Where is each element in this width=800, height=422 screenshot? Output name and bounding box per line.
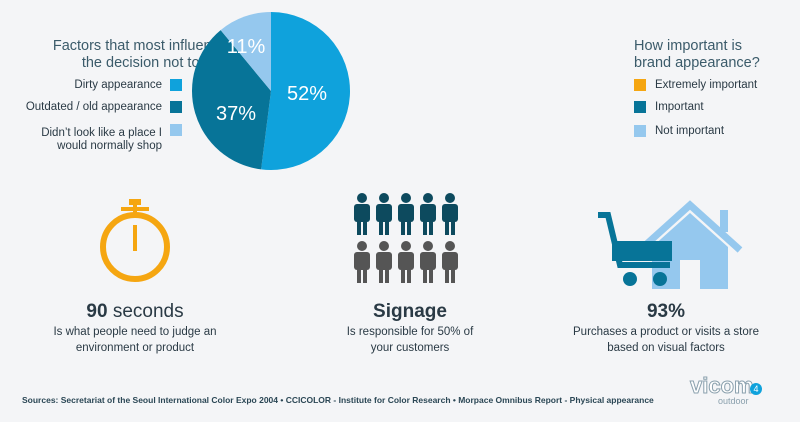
legend-outdated: Outdated / old appearance xyxy=(25,101,162,113)
pie2-title-line2: brand appearance? xyxy=(634,55,760,71)
vicom-logo: vicom 4 outdoor xyxy=(690,373,762,409)
stat-seconds-desc: Is what people need to judge an environme… xyxy=(5,324,265,356)
stat-seconds-line1: Is what people need to judge an xyxy=(53,326,217,338)
pie-slice-label: 37% xyxy=(216,103,256,125)
stat-seconds-unit: seconds xyxy=(107,301,184,322)
stopwatch-icon xyxy=(100,199,170,282)
person-icon xyxy=(420,241,436,283)
legend-not-important: Not important xyxy=(655,125,725,137)
cart-house-icon xyxy=(598,200,743,289)
stat-visual-line2: based on visual factors xyxy=(607,342,725,354)
logo-brand: vicom xyxy=(690,373,755,398)
pie2-title-line1: How important is xyxy=(634,38,742,54)
pie-slice-label: 11% xyxy=(227,36,266,58)
stat-seconds-line2: environment or product xyxy=(75,342,195,354)
stat-visual-headline: 93% xyxy=(646,301,686,322)
legend-extremely: Extremely important xyxy=(655,79,758,91)
stat-signage-line1: Is responsible for 50% of xyxy=(346,326,474,338)
person-icon xyxy=(376,241,392,283)
logo-badge: 4 xyxy=(750,383,762,395)
logo-sub: outdoor xyxy=(718,396,749,406)
person-icon xyxy=(398,193,414,235)
stat-signage-headline: Signage xyxy=(373,301,447,322)
pie-slice xyxy=(261,12,350,170)
stat-signage-desc: Is responsible for 50% of your customers xyxy=(280,324,540,356)
legend-swatch-outdated xyxy=(170,101,182,113)
person-icon xyxy=(398,241,414,283)
pie1-title-line1: Factors that most influenced xyxy=(52,38,235,54)
legend-not-my-place-line1: Didn’t look like a place I xyxy=(41,127,162,139)
pie-chart-factors: 52% 37% 11% xyxy=(192,12,350,170)
stat-seconds-number: 90 xyxy=(86,301,108,322)
stat-signage-line2: your customers xyxy=(370,342,450,354)
legend-not-my-place: Didn’t look like a place I would normall… xyxy=(0,127,162,153)
person-icon xyxy=(420,193,436,235)
legend-swatch-important xyxy=(634,101,646,113)
people-icon xyxy=(354,193,458,283)
stat-seconds-headline: 90 seconds xyxy=(5,301,265,323)
person-icon xyxy=(442,193,458,235)
person-icon xyxy=(354,241,370,283)
pie-slice xyxy=(220,12,271,91)
legend-not-my-place-line2: would normally shop xyxy=(57,140,162,152)
person-icon xyxy=(442,241,458,283)
stat-visual-line1: Purchases a product or visits a store xyxy=(573,326,759,338)
legend-swatch-not-my-place xyxy=(170,124,182,136)
legend-swatch-not-important xyxy=(634,125,646,137)
stat-visual-desc: Purchases a product or visits a store bas… xyxy=(536,324,796,356)
sources-text: Sources: Secretariat of the Seoul Intern… xyxy=(22,395,654,405)
person-icon xyxy=(376,193,392,235)
pie2-title: How important is brand appearance? xyxy=(634,38,760,72)
pie-slice xyxy=(192,30,271,170)
pie-slice-label: 52% xyxy=(287,83,327,105)
person-icon xyxy=(354,193,370,235)
legend-important: Important xyxy=(655,101,704,113)
legend-swatch-extremely xyxy=(634,79,646,91)
legend-swatch-dirty xyxy=(170,79,182,91)
legend-dirty: Dirty appearance xyxy=(74,79,162,91)
